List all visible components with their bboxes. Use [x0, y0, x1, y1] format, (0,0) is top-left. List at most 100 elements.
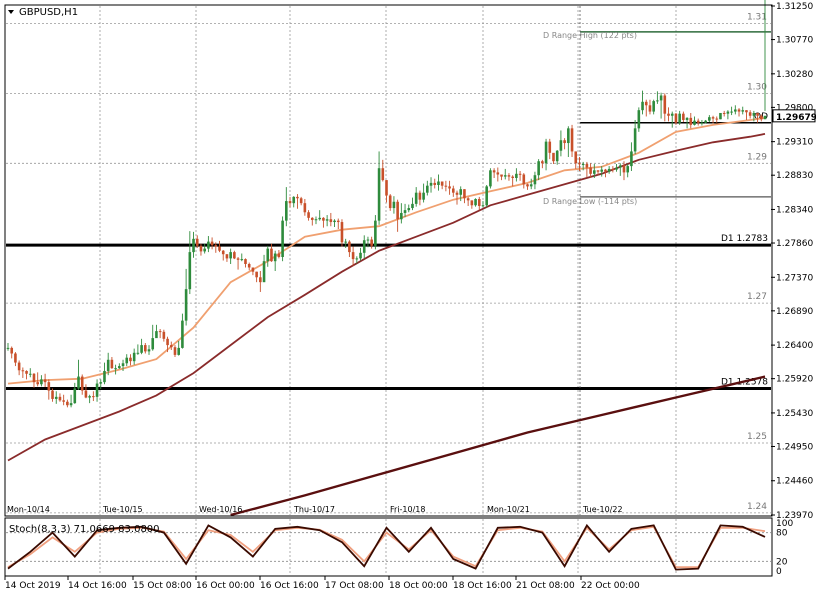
stoch-tick-label: 20: [776, 557, 788, 567]
candle-body: [277, 253, 281, 258]
candle-body: [92, 396, 95, 398]
symbol-title: GBPUSD,H1: [19, 7, 78, 18]
candle-body: [503, 175, 507, 177]
candle-body: [544, 141, 548, 164]
candle-body: [418, 192, 422, 200]
day-label: Thu-10/17: [293, 505, 335, 514]
candle-body: [210, 241, 214, 246]
candle-body: [759, 115, 763, 120]
candle-body: [578, 163, 581, 165]
candle-body: [656, 100, 659, 102]
candle-body: [618, 165, 622, 168]
candle-body: [262, 261, 266, 283]
round-level-label: 1.27: [747, 292, 767, 302]
time-tick-label: 16 Oct 00:00: [196, 581, 255, 591]
candle-body: [708, 117, 711, 121]
candle-body: [374, 220, 377, 246]
candle-body: [344, 241, 347, 243]
candle-body: [414, 192, 418, 204]
stoch-panel-frame: [4, 517, 773, 577]
candle-body: [329, 219, 333, 223]
candle-body: [314, 219, 318, 221]
candle-body: [537, 161, 540, 176]
candle-body: [581, 164, 585, 166]
candle-body: [559, 140, 563, 151]
candle-body: [129, 357, 132, 362]
candle-body: [604, 169, 607, 172]
candle-body: [229, 252, 232, 259]
price-tick-label: 1.25430: [776, 409, 813, 419]
candle-body: [689, 117, 693, 125]
candle-body: [440, 181, 444, 186]
candle-body: [644, 101, 648, 106]
candle-body: [589, 167, 592, 174]
candle-body: [69, 403, 73, 406]
candle-body: [14, 353, 17, 363]
candle-body: [173, 347, 177, 355]
candle-body: [355, 258, 359, 260]
candle-body: [682, 113, 685, 120]
candle-body: [633, 128, 637, 152]
candle-body: [370, 239, 373, 246]
round-level-label: 1.24: [747, 502, 767, 512]
stoch-label: Stoch(8,3,3) 71.0669 83.0800: [9, 524, 160, 535]
price-tick-label: 1.30280: [776, 70, 813, 80]
candle-body: [377, 168, 381, 221]
candle-body: [296, 196, 299, 199]
candle-body: [704, 120, 707, 123]
candle-body: [607, 168, 611, 172]
candle-body: [273, 253, 277, 262]
candle-body: [36, 382, 39, 385]
candle-body: [459, 189, 463, 195]
candle-body: [574, 151, 578, 164]
candle-body: [47, 382, 51, 391]
candle-body: [51, 390, 54, 399]
candle-body: [340, 222, 344, 243]
candle-body: [103, 370, 106, 383]
candle-body: [507, 175, 511, 177]
candle-body: [429, 182, 433, 186]
candle-body: [266, 248, 270, 262]
candle-body: [426, 185, 429, 193]
candle-body: [396, 201, 399, 220]
candle-body: [6, 347, 10, 349]
candle-body: [281, 220, 284, 258]
candle-body: [188, 252, 192, 290]
candle-body: [403, 210, 407, 213]
axis-layer: Mon-10/14 Tue-10/15 Wed-10/16 Thu-10/17 Fri-…: [4, 2, 816, 591]
candle-body: [359, 252, 362, 259]
candle-body: [437, 181, 440, 185]
candle-body: [251, 267, 255, 272]
candle-body: [555, 150, 559, 162]
candle-body: [711, 117, 715, 119]
candle-body: [255, 271, 258, 278]
candle-body: [748, 112, 752, 116]
candle-body: [207, 241, 210, 249]
candle-body: [303, 203, 307, 213]
candle-body: [244, 259, 247, 264]
candle-body: [622, 165, 626, 173]
stoch-tick-label: 100: [776, 519, 793, 529]
current-price-label: 1.29679: [776, 113, 816, 123]
candle-body: [143, 345, 147, 352]
candle-body: [637, 110, 641, 129]
round-level-label: 1.31: [747, 12, 767, 22]
range-high-label: D Range High (122 pts): [543, 31, 637, 40]
time-tick-label: 15 Oct 08:00: [133, 581, 192, 591]
candle-body: [730, 111, 733, 113]
candle-body: [307, 212, 310, 218]
current-price-tag: [772, 109, 816, 123]
candle-body: [570, 128, 574, 152]
candle-body: [155, 331, 158, 339]
candle-body: [121, 363, 125, 367]
candle-body: [366, 239, 370, 241]
candle-body: [110, 359, 114, 369]
dropdown-triangle-icon[interactable]: [8, 10, 14, 14]
candle-body: [32, 373, 36, 383]
candle-body: [522, 174, 526, 185]
candle-body: [318, 217, 322, 220]
range-low-label: D Range Low (-114 pts): [543, 197, 637, 206]
candle-body: [585, 164, 589, 168]
candle-body: [596, 170, 600, 172]
price-tick-label: 1.27860: [776, 239, 813, 249]
